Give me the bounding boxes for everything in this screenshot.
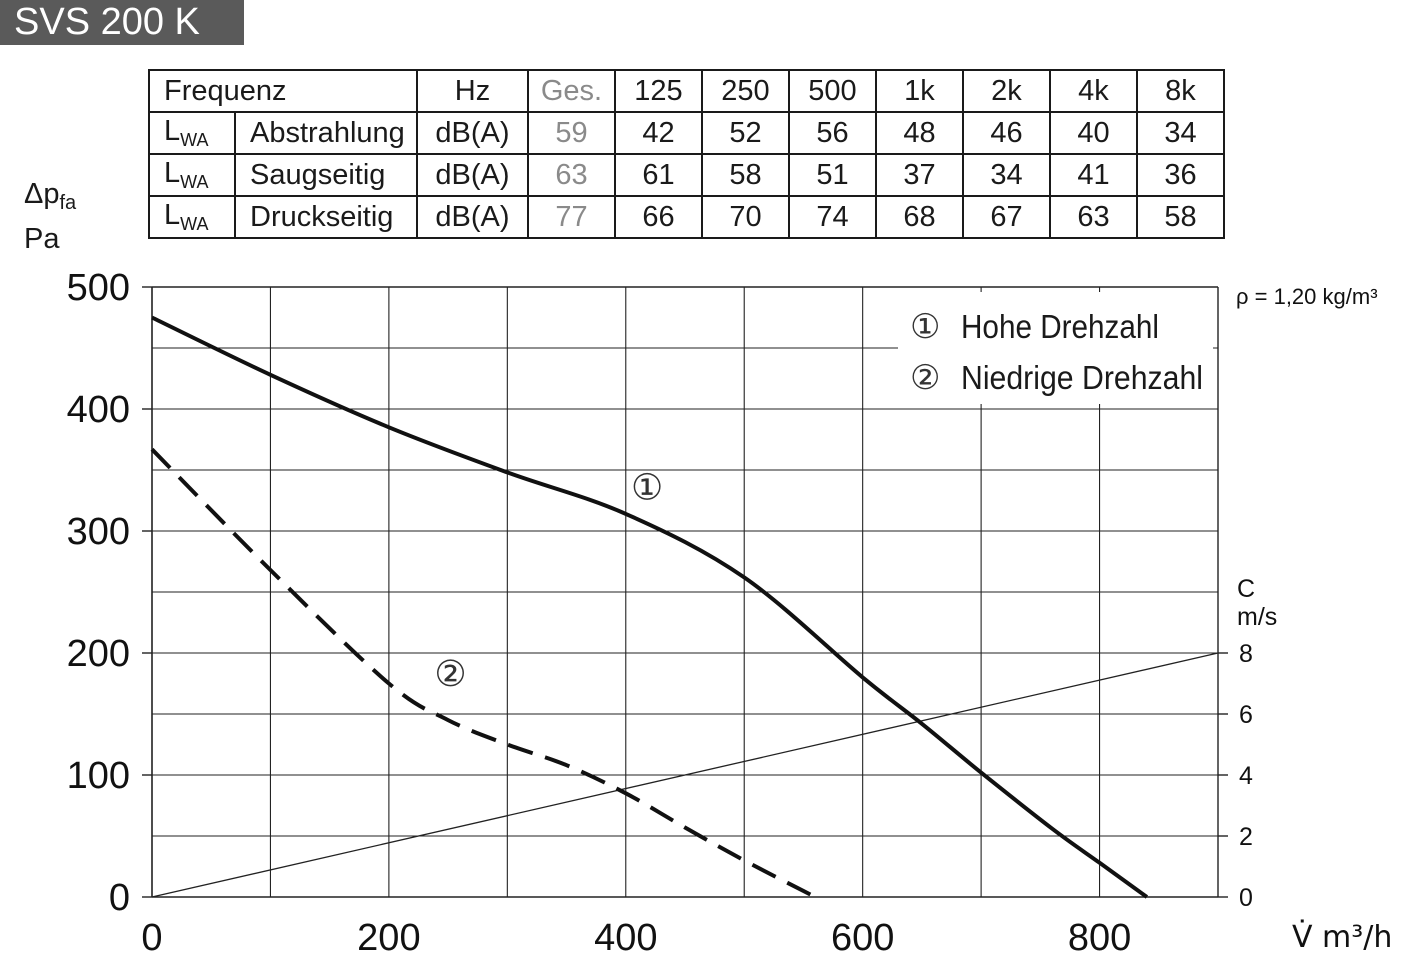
y-tick-label: 100 [67,755,130,797]
grid [152,287,1218,897]
value-cell: 46 [962,111,1051,155]
value-cell: 77 [527,195,616,239]
value-cell: 74 [788,195,877,239]
value-cell: 58 [1136,195,1225,239]
x-tick-label: 600 [831,917,894,959]
value-cell: 68 [875,195,964,239]
y-axis-symbol: Δp [24,178,60,210]
legend-label-1: Hohe Drehzahl [961,308,1159,345]
value-cell: 37 [875,153,964,197]
sound-power-table: Frequenz Hz Ges. 125 250 500 1k 2k 4k 8k… [148,69,1225,239]
header-cell: 250 [701,69,790,113]
legend-label-2: Niedrige Drehzahl [961,359,1203,396]
header-cell: Frequenz [148,69,418,113]
y-tick-label: 200 [67,633,130,675]
value-cell: 56 [788,111,877,155]
value-cell: 66 [614,195,703,239]
series-layer [150,315,1149,899]
row-unit: dB(A) [416,111,529,155]
header-cell: Ges. [527,69,616,113]
lwa-symbol: LWA [148,195,236,239]
header-cell: 500 [788,69,877,113]
velocity-line-layer [151,652,1219,898]
right-tick-label: 6 [1239,701,1253,729]
y-tick-label: 500 [67,267,130,309]
value-cell: 34 [1136,111,1225,155]
header-cell: 4k [1049,69,1138,113]
value-cell: 59 [527,111,616,155]
chart-title-badge: SVS 200 K [0,0,244,45]
value-cell: 51 [788,153,877,197]
x-tick-label: 400 [594,917,657,959]
y-axis-unit: Pa [24,223,60,255]
header-cell: 1k [875,69,964,113]
right-tick-label: 4 [1239,762,1253,790]
right-axis-unit: m/s [1237,603,1277,631]
curve-label-2: ② [434,654,466,695]
table-header-row: Frequenz Hz Ges. 125 250 500 1k 2k 4k 8k [148,69,1225,113]
x-axis-label: V̇ m³/h [1292,920,1392,955]
right-tick-label: 8 [1239,640,1253,668]
row-unit: dB(A) [416,153,529,197]
right-axis-label: C [1237,575,1255,603]
x-tick-label: 200 [357,917,420,959]
y-tick-label: 0 [109,877,130,919]
x-tick-label: 800 [1068,917,1131,959]
y-tick-label: 300 [67,511,130,553]
table-row-abstrahlung: LWA Abstrahlung dB(A) 59 42 52 56 48 46 … [148,111,1225,155]
value-cell: 70 [701,195,790,239]
row-label: Abstrahlung [234,111,418,155]
value-cell: 63 [1049,195,1138,239]
value-cell: 63 [527,153,616,197]
x-tick-label: 0 [141,917,162,959]
legend-box [898,292,1213,404]
value-cell: 61 [614,153,703,197]
row-label: Druckseitig [234,195,418,239]
plot-frame [142,286,1228,898]
y-axis-subscript: fa [59,192,77,214]
value-cell: 40 [1049,111,1138,155]
velocity-line [151,652,1219,898]
curve-label-1: ① [631,467,663,508]
header-cell: 8k [1136,69,1225,113]
value-cell: 42 [614,111,703,155]
legend-marker-2: ② [910,358,940,398]
value-cell: 34 [962,153,1051,197]
value-cell: 48 [875,111,964,155]
row-unit: dB(A) [416,195,529,239]
legend-marker-1: ① [910,307,940,347]
legend: ① Hohe Drehzahl ② Niedrige Drehzahl [910,307,1203,398]
value-cell: 67 [962,195,1051,239]
series-line-2 [150,447,817,899]
lwa-symbol: LWA [148,153,236,197]
y-axis-label: Δpfa Pa [24,176,76,257]
right-tick-label: 2 [1239,823,1253,851]
value-cell: 52 [701,111,790,155]
header-cell: 125 [614,69,703,113]
header-cell: 2k [962,69,1051,113]
row-label: Saugseitig [234,153,418,197]
right-tick-label: 0 [1239,884,1253,912]
table-row-druckseitig: LWA Druckseitig dB(A) 77 66 70 74 68 67 … [148,195,1225,239]
table-row-saugseitig: LWA Saugseitig dB(A) 63 61 58 51 37 34 4… [148,153,1225,197]
value-cell: 36 [1136,153,1225,197]
value-cell: 41 [1049,153,1138,197]
series-line-1 [151,315,1149,899]
lwa-symbol: LWA [148,111,236,155]
tick-label-layer: 0 100 200 300 400 500 0 200 400 600 800 0 2 4 6 8 Cm/s ρ … [67,267,1393,959]
curve-label-layer: ①② [434,467,663,695]
y-tick-label: 400 [67,389,130,431]
density-note: ρ = 1,20 kg/m³ [1236,284,1378,309]
header-cell: Hz [416,69,529,113]
value-cell: 58 [701,153,790,197]
